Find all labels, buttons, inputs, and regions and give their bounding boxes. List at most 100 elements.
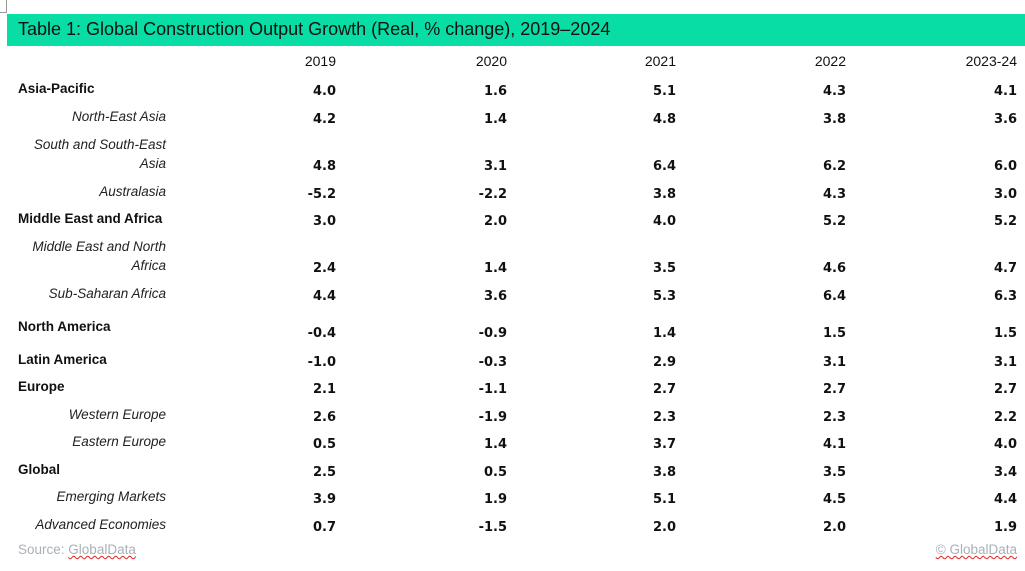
row-label: Middle East and North Africa	[32, 239, 166, 273]
table-cell: 1.5	[993, 326, 1017, 341]
table-cell: -1.9	[478, 410, 507, 425]
table-cell: 3.8	[822, 112, 846, 127]
table-cell: 4.0	[993, 437, 1017, 452]
table-cell: 1.9	[483, 492, 507, 507]
source-note: Source: GlobalData	[18, 542, 136, 557]
copyright-note: © GlobalData	[935, 542, 1017, 557]
table-cell: 1.4	[652, 326, 676, 341]
table-cell: 4.3	[822, 187, 846, 202]
table-cell: 4.1	[993, 84, 1017, 99]
table-cell: 4.0	[312, 84, 336, 99]
table-cell: 3.0	[312, 214, 336, 229]
table-cell: -0.4	[307, 326, 336, 341]
row-label: Sub-Saharan Africa	[48, 286, 166, 301]
table-cell: 1.4	[483, 112, 507, 127]
table-cell: 4.5	[822, 492, 846, 507]
table-cell: 4.6	[822, 261, 846, 276]
table-cell: 4.8	[312, 159, 336, 174]
table-cell: -1.0	[307, 355, 336, 370]
table-title: Table 1: Global Construction Output Grow…	[18, 19, 611, 39]
table-cell: 2.4	[312, 261, 336, 276]
table-cell: 0.7	[312, 520, 336, 535]
row-label: Europe	[18, 379, 65, 394]
table-cell: 4.1	[822, 437, 846, 452]
table-cell: 2.3	[822, 410, 846, 425]
row-label: Global	[18, 462, 61, 477]
row-label: Australasia	[99, 184, 166, 199]
table-cell: 3.5	[652, 261, 676, 276]
source-name: GlobalData	[68, 542, 136, 557]
table-cell: -2.2	[478, 187, 507, 202]
table-cell: -1.1	[478, 382, 507, 397]
column-header: 2023-24	[965, 53, 1017, 69]
table-cell: 4.4	[312, 289, 336, 304]
table-cell: 4.4	[993, 492, 1017, 507]
table-cell: 2.7	[993, 382, 1017, 397]
table-cell: 5.2	[993, 214, 1017, 229]
row-label: Latin America	[18, 352, 107, 367]
table-cell: 5.2	[822, 214, 846, 229]
table-cell: 4.0	[652, 214, 676, 229]
table-cell: 3.8	[652, 465, 676, 480]
table-cell: 3.6	[483, 289, 507, 304]
table-cell: 1.4	[483, 261, 507, 276]
table-cell: 1.4	[483, 437, 507, 452]
table-cell: -0.3	[478, 355, 507, 370]
row-label: Eastern Europe	[72, 434, 166, 449]
row-label: Advanced Economies	[35, 517, 166, 532]
table-cell: 5.1	[652, 84, 676, 99]
table-cell: 1.6	[483, 84, 507, 99]
table-cell: 1.5	[822, 326, 846, 341]
row-label: North America	[18, 319, 111, 334]
table-cell: 3.8	[652, 187, 676, 202]
table-cell: 3.1	[483, 159, 507, 174]
table-cell: 5.1	[652, 492, 676, 507]
table-cell: 4.2	[312, 112, 336, 127]
table-cell: 6.3	[993, 289, 1017, 304]
table-cell: -0.9	[478, 326, 507, 341]
table-title-bar: Table 1: Global Construction Output Grow…	[7, 14, 1025, 46]
table-cell: 4.3	[822, 84, 846, 99]
table-cell: 2.0	[483, 214, 507, 229]
table-cell: 5.3	[652, 289, 676, 304]
table-cell: 3.0	[993, 187, 1017, 202]
table-cell: -5.2	[307, 187, 336, 202]
table-cell: 4.8	[652, 112, 676, 127]
row-label: Western Europe	[68, 407, 166, 422]
table-cell: 3.9	[312, 492, 336, 507]
table-cell: 2.5	[312, 465, 336, 480]
table-cell: 2.7	[822, 382, 846, 397]
row-label: Emerging Markets	[56, 489, 166, 504]
column-header: 2021	[644, 53, 676, 69]
table-cell: 2.3	[652, 410, 676, 425]
row-label: Middle East and Africa	[18, 211, 163, 226]
table-cell: 2.2	[993, 410, 1017, 425]
table-cell: 2.9	[652, 355, 676, 370]
table-cell: 2.1	[312, 382, 336, 397]
table-cell: 3.1	[822, 355, 846, 370]
table-cell: 3.7	[652, 437, 676, 452]
table-move-handle[interactable]	[0, 0, 7, 13]
table-cell: 6.4	[652, 159, 676, 174]
table-cell: 3.4	[993, 465, 1017, 480]
table-cell: 0.5	[483, 465, 507, 480]
table-cell: 0.5	[312, 437, 336, 452]
table-cell: 2.6	[312, 410, 336, 425]
table-cell: 2.0	[652, 520, 676, 535]
source-label: Source:	[18, 542, 65, 557]
table-cell: 3.6	[993, 112, 1017, 127]
row-label: North-East Asia	[71, 109, 166, 124]
table-cell: 1.9	[993, 520, 1017, 535]
table-cell: 3.1	[993, 355, 1017, 370]
column-header: 2019	[304, 53, 336, 69]
table-cell: 3.5	[822, 465, 846, 480]
table-cell: 6.0	[993, 159, 1017, 174]
table-cell: 6.2	[822, 159, 846, 174]
row-label: South and South-East Asia	[33, 137, 166, 171]
table-cell: 4.7	[993, 261, 1017, 276]
column-header: 2020	[475, 53, 507, 69]
row-label: Asia-Pacific	[18, 81, 95, 96]
table-cell: 2.7	[652, 382, 676, 397]
table-cell: -1.5	[478, 520, 507, 535]
column-header: 2022	[814, 53, 846, 69]
